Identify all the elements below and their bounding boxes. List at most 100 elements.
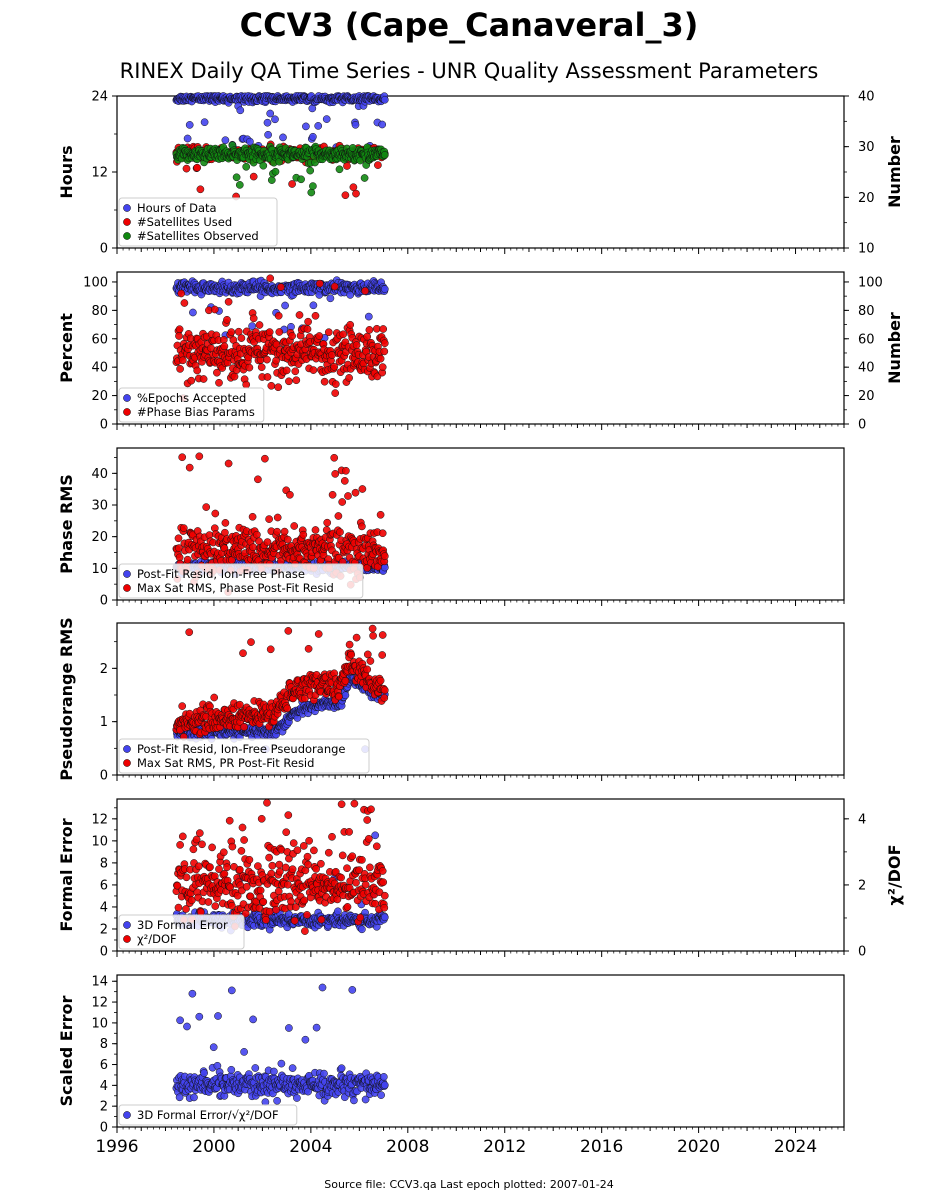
y-axis-label-right: Number	[885, 312, 904, 384]
data-point	[352, 189, 360, 198]
y-tick-label: 100	[858, 275, 883, 290]
data-point	[287, 897, 295, 906]
data-point	[211, 509, 220, 518]
legend: %Epochs Accepted#Phase Bias Params	[118, 387, 265, 423]
data-point	[334, 512, 343, 520]
data-point	[337, 800, 346, 809]
data-point	[341, 677, 350, 685]
data-point	[378, 363, 387, 371]
data-point	[265, 328, 274, 336]
y-axis-label-left: Hours	[57, 145, 76, 198]
data-point	[369, 631, 377, 640]
data-point	[358, 522, 366, 531]
y-tick-label: 1	[100, 715, 108, 730]
data-point	[178, 832, 187, 841]
y-tick-label: 0	[858, 418, 866, 433]
data-point	[281, 301, 289, 310]
data-point	[279, 133, 287, 142]
data-point	[288, 332, 296, 340]
data-point	[358, 925, 366, 934]
data-point	[356, 913, 365, 922]
data-point	[232, 173, 241, 182]
data-point	[282, 828, 291, 837]
data-point	[380, 891, 389, 900]
y-tick-label: 40	[858, 361, 875, 376]
data-point	[328, 490, 337, 499]
x-axis	[116, 600, 845, 606]
data-point	[365, 326, 374, 334]
data-point	[266, 274, 275, 283]
data-point	[380, 694, 389, 702]
legend-label: Post-Fit Resid, Ion-Free Phase	[137, 567, 305, 581]
data-point	[347, 650, 356, 659]
data-point	[202, 503, 211, 511]
y-tick-label: 0	[100, 594, 108, 609]
x-axis	[116, 248, 845, 254]
y-tick-label: 10	[91, 562, 108, 577]
figure-title: CCV3 (Cape_Canaveral_3)	[240, 6, 699, 44]
data-point	[266, 645, 275, 654]
data-point	[178, 453, 187, 462]
data-point	[177, 289, 186, 298]
series-hours-of-data	[172, 92, 389, 157]
y-tick-label: 60	[858, 332, 875, 347]
data-point	[320, 377, 329, 386]
y-axis-label-left: Pseudorange RMS	[57, 617, 76, 780]
y-axis-left: 0 20 40 60 80 100	[83, 275, 117, 433]
y-tick-label: 10	[91, 834, 108, 849]
y-tick-label: 4	[100, 900, 108, 915]
legend: Post-Fit Resid, Ion-Free PseudorangeMax …	[118, 738, 370, 774]
data-point	[185, 628, 194, 637]
y-axis-left: 0 1 2	[100, 641, 117, 784]
data-point	[311, 311, 320, 320]
data-point	[328, 351, 336, 359]
data-point	[189, 845, 198, 854]
data-point	[211, 902, 220, 910]
data-point	[290, 916, 299, 925]
data-point	[200, 118, 209, 127]
data-point	[187, 896, 196, 905]
data-point	[315, 279, 324, 288]
data-point	[338, 498, 347, 506]
data-point	[227, 901, 236, 910]
data-point	[237, 847, 246, 855]
data-point	[198, 840, 206, 849]
data-point	[249, 543, 257, 552]
x-axis	[116, 424, 845, 430]
data-point	[363, 665, 372, 674]
data-point	[326, 294, 335, 303]
data-point	[335, 165, 344, 174]
data-point	[284, 811, 293, 819]
data-point	[379, 878, 388, 887]
data-point	[288, 180, 296, 188]
data-point	[274, 383, 283, 392]
data-point	[363, 816, 372, 824]
data-point	[317, 915, 326, 924]
data-point	[179, 524, 188, 532]
data-point	[380, 552, 389, 561]
data-point	[275, 860, 284, 869]
data-point	[178, 356, 187, 365]
y-axis-right: 10 20 30 40	[844, 90, 875, 257]
data-point	[344, 492, 352, 500]
data-point	[376, 676, 385, 685]
data-point	[220, 869, 229, 878]
data-point	[380, 95, 389, 104]
data-point	[283, 704, 292, 713]
data-point	[207, 344, 215, 353]
legend-label: Hours of Data	[137, 201, 217, 215]
data-point	[334, 907, 342, 916]
data-point	[341, 691, 350, 700]
data-point	[271, 115, 279, 124]
data-point	[310, 846, 318, 855]
data-point	[257, 814, 266, 823]
data-point	[174, 903, 183, 912]
data-point	[342, 466, 350, 475]
data-point	[224, 297, 233, 306]
data-point	[185, 463, 194, 472]
data-point	[280, 527, 289, 536]
data-points	[172, 92, 389, 201]
data-point	[363, 650, 372, 659]
data-point	[378, 631, 387, 639]
